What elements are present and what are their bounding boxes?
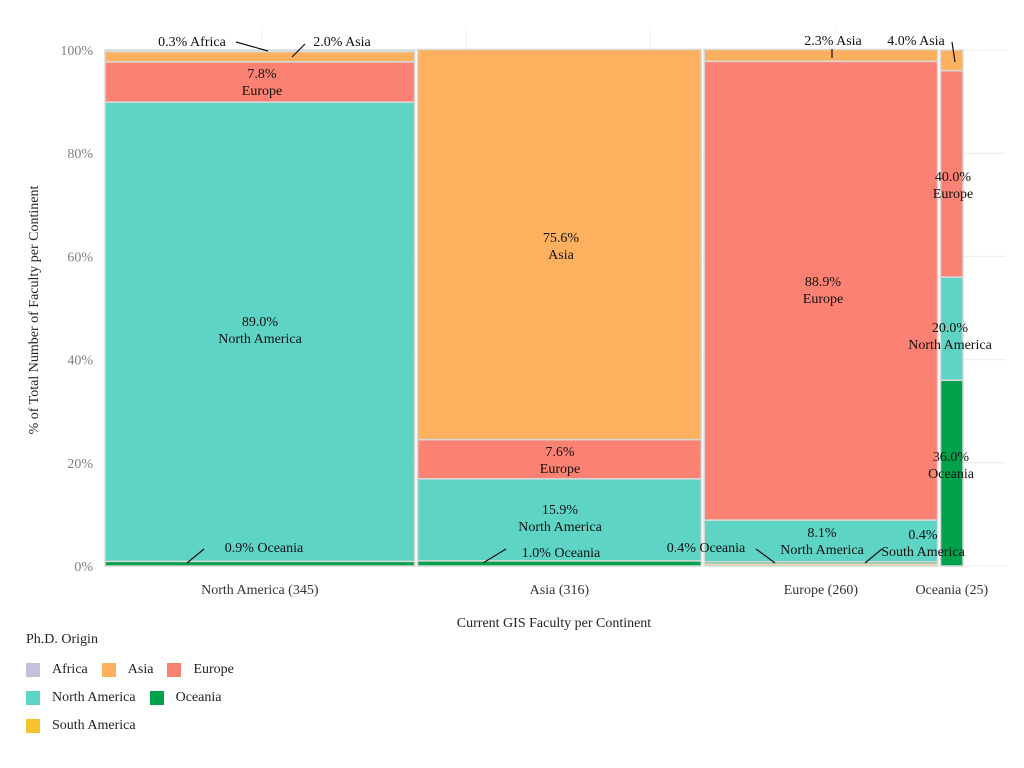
segment-label: 1.0% Oceania <box>522 546 601 561</box>
mosaic-cell-asia <box>703 48 939 63</box>
segment-label-origin: Oceania <box>928 467 975 482</box>
segment-label: 0.9% Oceania <box>225 541 304 556</box>
legend-item-asia: Asia <box>101 662 154 678</box>
segment-label-origin: North America <box>218 332 302 347</box>
legend-item-north-america: North America <box>26 690 136 706</box>
legend-swatch <box>167 663 182 677</box>
mosaic-cell-asia <box>104 50 416 63</box>
y-tick-label: 20% <box>67 457 93 472</box>
legend-label: South America <box>52 718 136 733</box>
segment-label-pct: 88.9% <box>805 275 842 290</box>
mosaic-cell-north-america <box>104 101 416 563</box>
segment-label-pct: 40.0% <box>935 170 972 185</box>
segment-label: 0.4% Oceania <box>667 541 746 556</box>
x-tick-label: Asia (316) <box>530 583 590 598</box>
legend-swatch <box>101 663 116 677</box>
x-axis-title: Current GIS Faculty per Continent <box>457 616 652 631</box>
label-leader-line <box>186 548 205 564</box>
segment-label-origin: Asia <box>548 248 574 263</box>
y-tick-label: 40% <box>67 354 93 369</box>
legend-label: Asia <box>127 662 154 677</box>
legend-item-europe: Europe <box>167 662 234 678</box>
segment-label-pct: 20.0% <box>932 321 969 336</box>
mosaic-cell-asia <box>939 49 964 72</box>
label-leader-line <box>951 41 956 63</box>
legend-swatch <box>26 719 40 733</box>
y-tick-label: 0% <box>74 560 93 575</box>
legend-label: Oceania <box>175 690 222 705</box>
segment-label: 2.3% Asia <box>804 34 862 49</box>
segment-label-pct: 15.9% <box>542 503 579 518</box>
segment-label: 2.0% Asia <box>313 35 371 50</box>
y-tick-label: 60% <box>67 250 93 265</box>
segment-label-pct: 7.6% <box>545 445 575 460</box>
legend-swatch <box>26 663 40 677</box>
x-tick-label: Oceania (25) <box>915 583 988 598</box>
segment-label: 4.0% Asia <box>887 34 945 49</box>
label-leader-line <box>482 548 507 564</box>
segment-label: 0.3% Africa <box>158 35 226 50</box>
segment-label-origin: Europe <box>933 187 973 202</box>
mosaic-cell-europe <box>703 60 939 521</box>
y-axis-title: % of Total Number of Faculty per Contine… <box>27 186 42 435</box>
segment-label-pct: 7.8% <box>247 67 277 82</box>
segment-label-origin: North America <box>518 520 602 535</box>
segment-label-pct: 0.4% <box>908 528 938 543</box>
label-leader-line <box>291 43 306 58</box>
segment-label-pct: 89.0% <box>242 315 279 330</box>
segment-label-origin: Europe <box>540 462 580 477</box>
legend-item-south-america: South America <box>26 718 136 734</box>
legend-label: Europe <box>193 662 234 677</box>
legend-swatch <box>26 691 40 705</box>
x-tick-label: North America (345) <box>201 583 319 598</box>
mosaic-cell-oceania <box>416 560 702 567</box>
mosaic-cell-africa <box>104 49 416 53</box>
label-leader-line <box>235 41 269 52</box>
segment-label-pct: 8.1% <box>807 526 837 541</box>
y-tick-label: 80% <box>67 147 93 162</box>
segment-label-origin: North America <box>780 543 864 558</box>
label-leader-line <box>755 548 776 564</box>
mosaic-cell-europe <box>104 61 416 103</box>
segment-label-origin: Europe <box>803 292 843 307</box>
mosaic-cell-asia <box>416 48 702 441</box>
segment-label-origin: Europe <box>242 84 282 99</box>
segment-label-pct: 75.6% <box>543 231 580 246</box>
segment-label-origin: North America <box>908 338 992 353</box>
legend-label: Africa <box>52 662 88 677</box>
legend-title: Ph.D. Origin <box>26 632 98 647</box>
segment-label-origin: South America <box>881 545 965 560</box>
segment-label-pct: 36.0% <box>933 450 970 465</box>
mosaic-cell-north-america <box>703 519 939 563</box>
label-leader-line <box>864 548 883 564</box>
legend-item-africa: Africa <box>26 662 88 678</box>
y-tick-label: 100% <box>60 44 93 59</box>
legend: Ph.D. Origin Africa Asia Europe North Am… <box>26 632 248 740</box>
legend-item-oceania: Oceania <box>149 690 222 706</box>
x-tick-label: Europe (260) <box>784 583 859 598</box>
legend-swatch <box>149 691 164 705</box>
legend-label: North America <box>52 690 136 705</box>
